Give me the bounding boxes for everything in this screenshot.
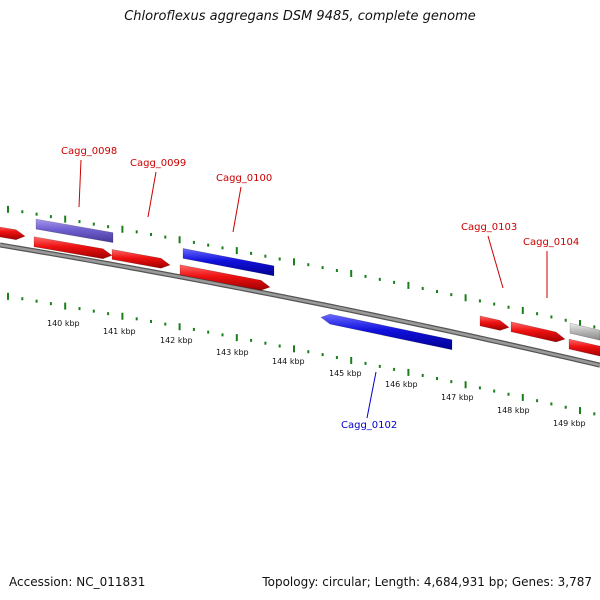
scale-label: 147 kbp bbox=[441, 393, 474, 402]
gene-block-cagg-0104[interactable] bbox=[510, 321, 566, 343]
gene-leader-line bbox=[366, 371, 377, 419]
backbone-shadow bbox=[0, 242, 600, 368]
topology-label: Topology: bbox=[262, 575, 319, 589]
topology-value: circular bbox=[322, 575, 367, 589]
genes-value: 3,787 bbox=[557, 575, 592, 589]
gene-block[interactable] bbox=[0, 225, 26, 241]
gene-label-cagg-0104[interactable]: Cagg_0104 bbox=[523, 237, 579, 248]
gene-layer[interactable] bbox=[0, 218, 600, 357]
accession-info: Accession: NC_011831 bbox=[9, 575, 145, 589]
gene-label-cagg-0098[interactable]: Cagg_0098 bbox=[61, 146, 117, 157]
length-label: Length: bbox=[374, 575, 421, 589]
gene-block[interactable] bbox=[179, 264, 271, 291]
tick-layer bbox=[7, 205, 596, 416]
gene-label-cagg-0103[interactable]: Cagg_0103 bbox=[461, 222, 517, 233]
accession-label: Accession: bbox=[9, 575, 73, 589]
gene-leader-line bbox=[78, 159, 82, 208]
scale-label: 149 kbp bbox=[553, 419, 586, 428]
gene-label-cagg-0102[interactable]: Cagg_0102 bbox=[341, 420, 397, 431]
gene-block[interactable] bbox=[569, 322, 600, 341]
genome-stats: Topology: circular; Length: 4,684,931 bp… bbox=[262, 575, 592, 589]
gene-leader-line bbox=[232, 186, 242, 233]
gene-block-cagg-0102[interactable] bbox=[320, 313, 453, 351]
gene-leader-line bbox=[487, 235, 504, 289]
backbone-line bbox=[0, 243, 600, 367]
gene-label-cagg-0100[interactable]: Cagg_0100 bbox=[216, 173, 272, 184]
gene-block[interactable] bbox=[33, 236, 113, 260]
gene-block-cagg-0098[interactable] bbox=[35, 218, 114, 243]
scale-label: 143 kbp bbox=[216, 348, 249, 357]
map-title: Chloroflexus aggregans DSM 9485, complet… bbox=[124, 9, 476, 24]
genes-label: Genes: bbox=[511, 575, 554, 589]
scale-label: 145 kbp bbox=[329, 369, 362, 378]
gene-label-cagg-0099[interactable]: Cagg_0099 bbox=[130, 158, 186, 169]
scale-label: 144 kbp bbox=[272, 357, 305, 366]
backbone-layer bbox=[0, 242, 600, 368]
scale-label: 146 kbp bbox=[385, 380, 418, 389]
scale-label: 140 kbp bbox=[47, 319, 80, 328]
scale-label: 142 kbp bbox=[160, 336, 193, 345]
scale-label: 148 kbp bbox=[497, 406, 530, 415]
inner-tick-row bbox=[7, 292, 596, 416]
gene-block-cagg-0099[interactable] bbox=[111, 249, 171, 269]
outer-tick-row bbox=[7, 205, 596, 329]
scale-label: 141 kbp bbox=[103, 327, 136, 336]
gene-block-cagg-0103[interactable] bbox=[479, 315, 510, 331]
label-layer: 140 kbp 141 kbp 142 kbp 143 kbp 144 kbp 145 k… bbox=[47, 146, 586, 431]
gene-leader-line bbox=[147, 171, 157, 218]
gene-block-cagg-0100[interactable] bbox=[182, 248, 275, 277]
accession-value: NC_011831 bbox=[76, 575, 146, 589]
length-value: 4,684,931 bp bbox=[423, 575, 504, 589]
gene-block[interactable] bbox=[568, 338, 600, 357]
